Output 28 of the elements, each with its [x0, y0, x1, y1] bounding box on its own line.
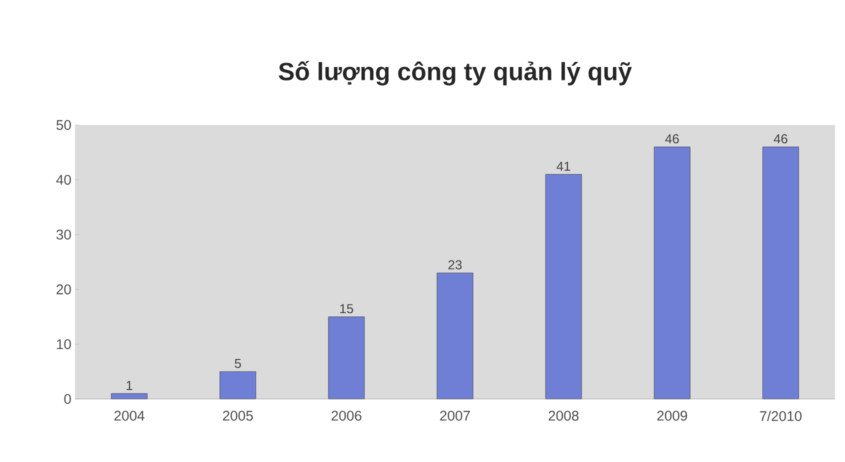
- x-tick-label: 2009: [657, 410, 688, 421]
- bar: [111, 393, 148, 400]
- x-tick-label: 2004: [114, 410, 144, 421]
- bar: [328, 316, 365, 400]
- bar: [654, 146, 690, 400]
- bar: [436, 272, 474, 400]
- data-label: 23: [448, 260, 462, 270]
- x-tick-label: 2006: [332, 410, 362, 421]
- data-label: 1: [126, 381, 132, 390]
- bar: [220, 371, 256, 400]
- bar: [762, 146, 799, 400]
- x-tick-label: 7/2010: [760, 410, 802, 422]
- y-tick-label: 50: [56, 120, 71, 130]
- x-tick-label: 2005: [223, 410, 253, 421]
- data-label: 46: [774, 134, 788, 144]
- bar: [545, 174, 582, 400]
- y-tick-label: 20: [56, 284, 71, 294]
- data-label: 5: [234, 358, 241, 368]
- y-tick-label: 30: [56, 230, 71, 240]
- y-tick-label: 0: [64, 394, 71, 404]
- x-tick-label: 2007: [440, 410, 470, 421]
- y-tick-label: 40: [56, 174, 71, 185]
- y-tick-label: 10: [56, 339, 71, 350]
- x-tick-label: 2008: [548, 410, 579, 421]
- data-label: 15: [340, 304, 354, 314]
- data-label: 41: [556, 162, 570, 171]
- data-label: 46: [665, 134, 679, 144]
- chart-title: Số lượng công ty quản lý quỹ: [278, 60, 632, 86]
